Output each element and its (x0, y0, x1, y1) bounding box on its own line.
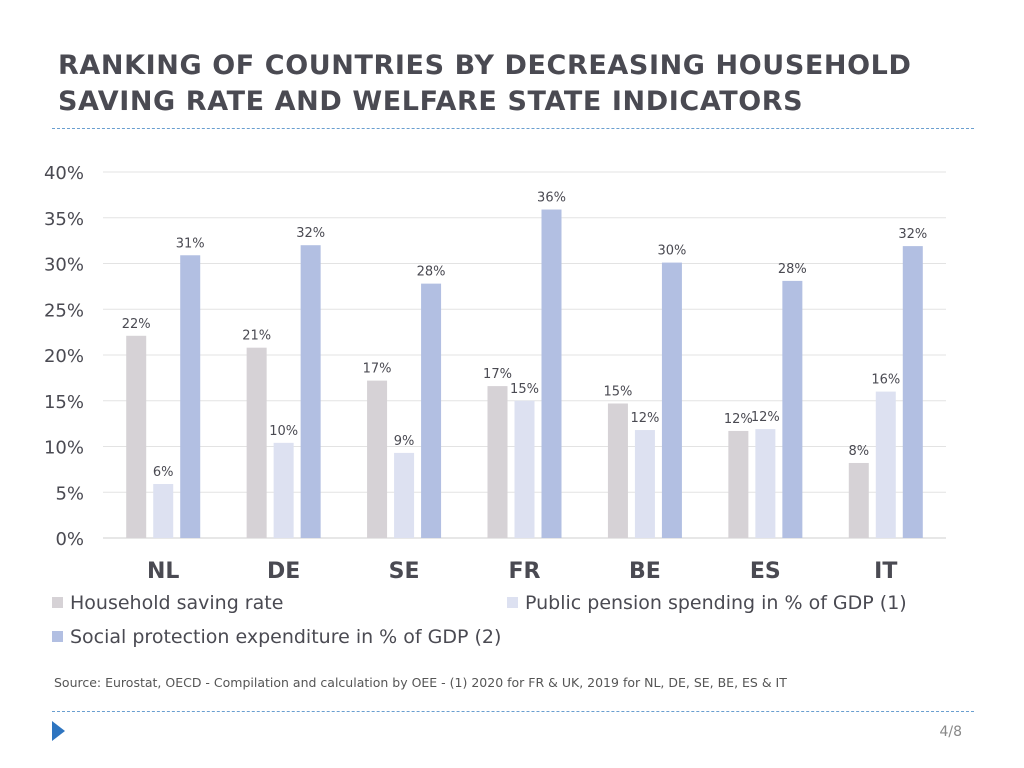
title-divider (52, 128, 974, 129)
y-tick-label: 30% (44, 255, 84, 276)
bar-es-series-2 (782, 280, 803, 538)
data-label: 12% (724, 412, 753, 427)
data-label: 21% (242, 329, 271, 344)
data-label: 28% (778, 262, 807, 277)
data-label: 31% (176, 236, 205, 251)
play-arrow-icon[interactable] (52, 721, 65, 741)
data-label: 12% (751, 410, 780, 425)
bar-it-series-0 (848, 462, 869, 538)
data-label: 17% (363, 362, 392, 377)
data-label: 16% (871, 373, 900, 388)
y-tick-label: 0% (55, 529, 84, 550)
bar-be-series-0 (607, 403, 628, 538)
data-label: 32% (898, 227, 927, 242)
x-tick-label: ES (750, 559, 781, 584)
data-label: 17% (483, 367, 512, 382)
legend-label: Public pension spending in % of GDP (1) (525, 592, 907, 614)
bar-it-series-1 (875, 391, 896, 538)
page-number: 4/8 (939, 724, 962, 740)
y-tick-label: 35% (44, 209, 84, 230)
data-label: 6% (153, 465, 174, 480)
x-tick-label: IT (874, 559, 897, 584)
bar-de-series-0 (246, 347, 267, 538)
legend-public-pension: Public pension spending in % of GDP (1) (507, 592, 907, 614)
source-note: Source: Eurostat, OECD - Compilation and… (54, 675, 787, 690)
data-label: 15% (510, 382, 539, 397)
legend-label: Household saving rate (70, 592, 284, 614)
legend-label: Social protection expenditure in % of GD… (70, 626, 502, 648)
x-tick-label: DE (267, 559, 300, 584)
bar-nl-series-2 (180, 255, 201, 538)
bar-se-series-0 (367, 380, 388, 538)
x-tick-label: BE (629, 559, 661, 584)
legend-swatch-public-pension (507, 597, 518, 608)
y-tick-label: 5% (55, 483, 84, 504)
data-label: 8% (848, 444, 869, 459)
bar-be-series-1 (634, 430, 655, 538)
bar-fr-series-0 (487, 386, 508, 538)
slide-title: RANKING OF COUNTRIES BY DECREASING HOUSE… (58, 50, 912, 117)
bar-de-series-2 (300, 245, 321, 538)
bar-it-series-2 (902, 246, 923, 538)
bar-nl-series-1 (153, 484, 174, 538)
bar-fr-series-1 (514, 400, 535, 538)
x-tick-label: NL (147, 559, 179, 584)
legend-swatch-social-protection (52, 631, 63, 642)
y-tick-label: 10% (44, 438, 84, 459)
bar-se-series-1 (394, 452, 415, 538)
legend-swatch-household-saving (52, 597, 63, 608)
bar-nl-series-0 (126, 335, 147, 538)
bar-es-series-1 (755, 429, 776, 538)
data-label: 9% (394, 434, 415, 449)
data-label: 36% (537, 191, 566, 206)
data-label: 32% (296, 226, 325, 241)
data-label: 12% (630, 411, 659, 426)
data-label: 10% (269, 424, 298, 439)
y-tick-label: 40% (44, 163, 84, 184)
bar-be-series-2 (661, 262, 682, 538)
bar-de-series-1 (273, 442, 294, 538)
footer-divider (52, 711, 974, 712)
bar-fr-series-2 (541, 209, 562, 538)
x-tick-label: FR (509, 559, 541, 584)
data-label: 15% (603, 384, 632, 399)
bar-es-series-0 (728, 430, 749, 538)
legend-social-protection: Social protection expenditure in % of GD… (52, 626, 501, 648)
x-tick-label: SE (389, 559, 420, 584)
bar-chart: 0% 5% 10% 15% 20% 25% 30% 35% 40% 22% 6% 31% NL 21% 10… (44, 163, 946, 584)
bar-se-series-2 (421, 283, 442, 538)
data-label: 30% (657, 244, 686, 259)
data-label: 22% (122, 317, 151, 332)
data-label: 28% (417, 265, 446, 280)
legend-household-saving: Household saving rate (52, 592, 283, 614)
y-tick-label: 25% (44, 300, 84, 321)
y-tick-label: 20% (44, 346, 84, 367)
y-tick-label: 15% (44, 392, 84, 413)
